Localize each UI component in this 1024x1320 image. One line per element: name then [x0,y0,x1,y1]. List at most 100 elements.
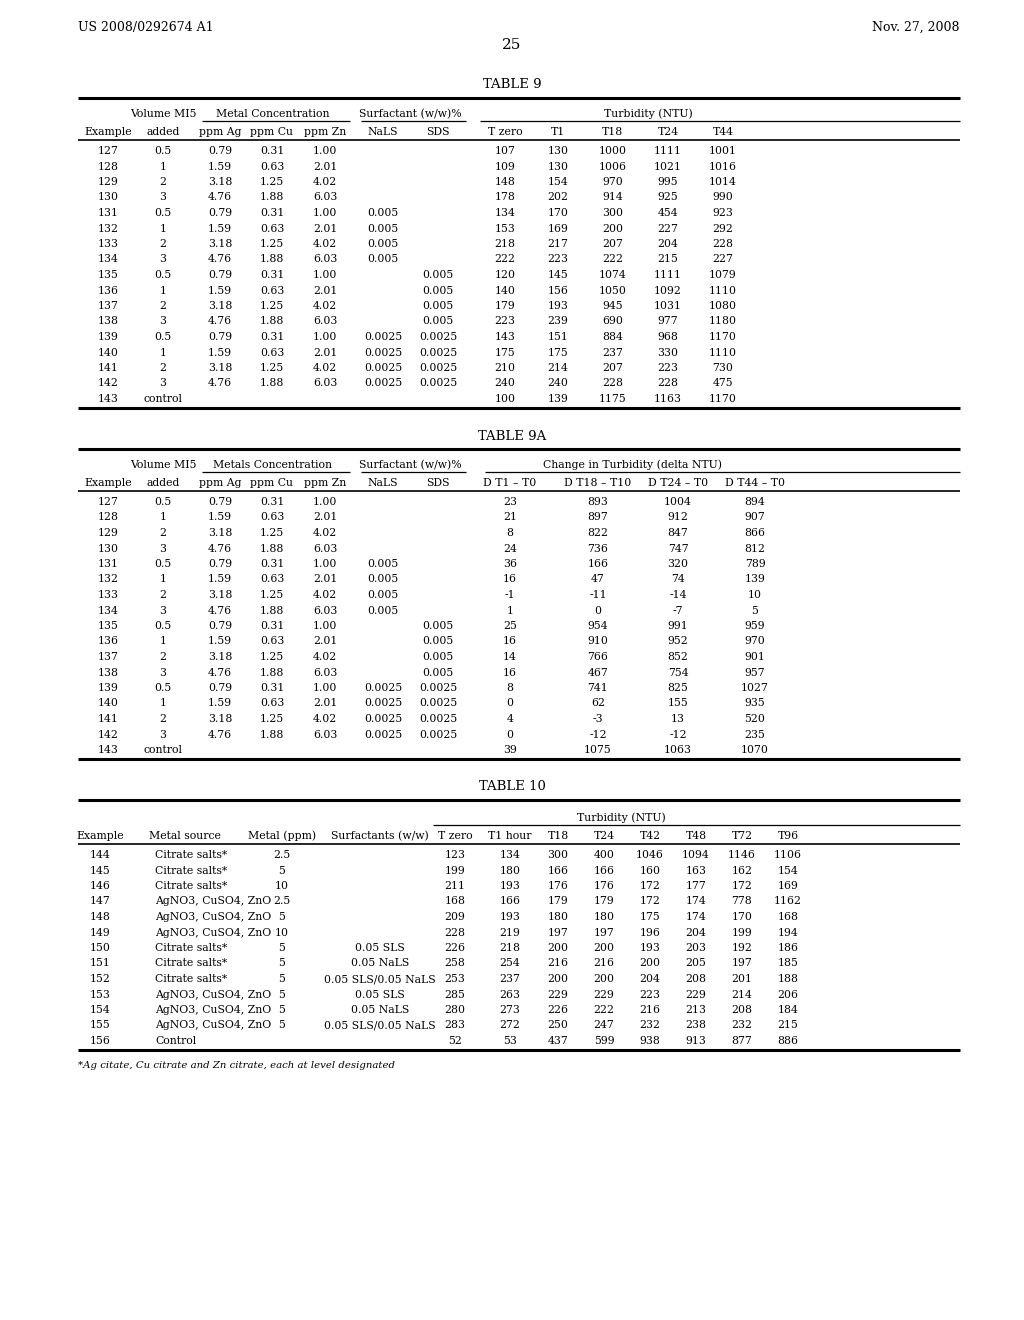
Text: Citrate salts*: Citrate salts* [155,974,227,983]
Text: 5: 5 [752,606,759,615]
Text: 109: 109 [495,161,515,172]
Text: 2: 2 [160,363,167,374]
Text: 1.00: 1.00 [312,498,337,507]
Text: 1: 1 [160,223,167,234]
Text: 935: 935 [744,698,765,709]
Text: 145: 145 [90,866,111,875]
Text: 136: 136 [97,636,119,647]
Text: 263: 263 [500,990,520,999]
Text: 154: 154 [90,1005,111,1015]
Text: 153: 153 [495,223,515,234]
Text: 175: 175 [548,347,568,358]
Text: T42: T42 [639,832,660,841]
Text: T18: T18 [602,127,624,137]
Text: 137: 137 [97,301,119,312]
Text: 923: 923 [713,209,733,218]
Text: 894: 894 [744,498,765,507]
Text: 1.25: 1.25 [260,528,284,539]
Text: 778: 778 [731,896,753,907]
Text: 100: 100 [495,393,515,404]
Text: 1.88: 1.88 [260,544,285,553]
Text: 156: 156 [548,285,568,296]
Text: 0.0025: 0.0025 [419,714,457,723]
Text: 134: 134 [500,850,520,861]
Text: 2: 2 [160,714,167,723]
Text: 131: 131 [97,558,119,569]
Text: 1.25: 1.25 [260,177,284,187]
Text: 200: 200 [548,942,568,953]
Text: Example: Example [76,832,124,841]
Text: 130: 130 [548,147,568,156]
Text: 0.0025: 0.0025 [419,730,457,739]
Text: 1031: 1031 [654,301,682,312]
Text: 166: 166 [588,558,608,569]
Text: Turbidity (NTU): Turbidity (NTU) [604,108,693,119]
Text: ppm Cu: ppm Cu [251,478,294,488]
Text: Citrate salts*: Citrate salts* [155,866,227,875]
Text: 520: 520 [744,714,765,723]
Text: 155: 155 [668,698,688,709]
Text: 0.63: 0.63 [260,223,285,234]
Text: 1.00: 1.00 [312,333,337,342]
Text: 0: 0 [507,698,513,709]
Text: 3.18: 3.18 [208,177,232,187]
Text: 240: 240 [548,379,568,388]
Text: 1: 1 [507,606,513,615]
Text: 1: 1 [160,512,167,523]
Text: AgNO3, CuSO4, ZnO: AgNO3, CuSO4, ZnO [155,896,271,907]
Text: 163: 163 [685,866,707,875]
Text: Citrate salts*: Citrate salts* [155,958,227,969]
Text: 1004: 1004 [664,498,692,507]
Text: 25: 25 [503,620,517,631]
Text: 223: 223 [657,363,679,374]
Text: 226: 226 [444,942,466,953]
Text: 0.05 NaLS: 0.05 NaLS [351,1005,410,1015]
Text: 897: 897 [588,512,608,523]
Text: 1027: 1027 [741,682,769,693]
Text: control: control [143,744,182,755]
Text: 2: 2 [160,301,167,312]
Text: 211: 211 [444,880,466,891]
Text: 1111: 1111 [654,271,682,280]
Text: 204: 204 [657,239,679,249]
Text: 180: 180 [500,866,520,875]
Text: 193: 193 [500,880,520,891]
Text: 901: 901 [744,652,765,663]
Text: 2.5: 2.5 [273,850,291,861]
Text: 1.88: 1.88 [260,606,285,615]
Text: 216: 216 [548,958,568,969]
Text: 222: 222 [594,1005,614,1015]
Text: T44: T44 [713,127,733,137]
Text: 0.5: 0.5 [155,498,172,507]
Text: 16: 16 [503,574,517,585]
Text: AgNO3, CuSO4, ZnO: AgNO3, CuSO4, ZnO [155,1020,271,1031]
Text: 0.005: 0.005 [422,620,454,631]
Text: D T1 – T0: D T1 – T0 [483,478,537,488]
Text: 13: 13 [671,714,685,723]
Text: 1162: 1162 [774,896,802,907]
Text: 0.79: 0.79 [208,558,232,569]
Text: 253: 253 [444,974,466,983]
Text: 959: 959 [744,620,765,631]
Text: 139: 139 [744,574,765,585]
Text: 229: 229 [685,990,707,999]
Text: 0.005: 0.005 [368,209,398,218]
Text: 1111: 1111 [654,147,682,156]
Text: 175: 175 [640,912,660,921]
Text: 970: 970 [603,177,624,187]
Text: T24: T24 [657,127,679,137]
Text: 1170: 1170 [709,333,737,342]
Text: 1.59: 1.59 [208,161,232,172]
Text: 0.31: 0.31 [260,271,285,280]
Text: 172: 172 [640,880,660,891]
Text: 208: 208 [685,974,707,983]
Text: 3: 3 [160,730,167,739]
Text: 884: 884 [602,333,624,342]
Text: 913: 913 [685,1036,707,1045]
Text: 3: 3 [160,193,167,202]
Text: 6.03: 6.03 [312,317,337,326]
Text: 1.25: 1.25 [260,652,284,663]
Text: 1: 1 [160,161,167,172]
Text: 5: 5 [279,958,286,969]
Text: 1180: 1180 [709,317,737,326]
